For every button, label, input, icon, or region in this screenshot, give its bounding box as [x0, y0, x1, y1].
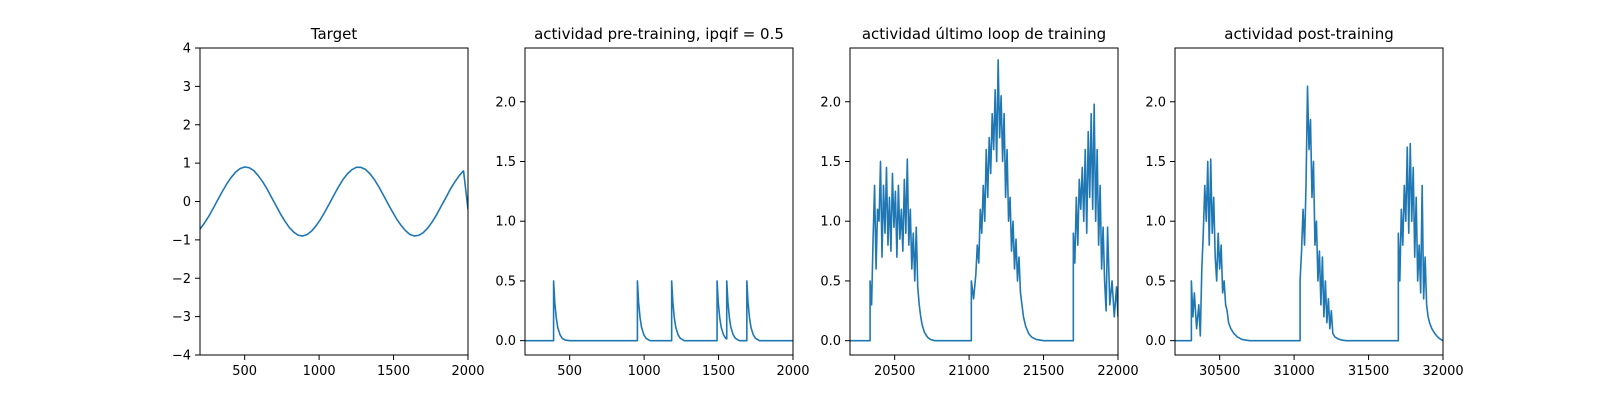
x-tick-label: 30500	[1199, 364, 1240, 379]
x-tick-label: 31000	[1273, 364, 1314, 379]
series-line	[1175, 85, 1443, 342]
subplot-1: Target 500 1000 1500 2000 −4 −3 −2 −1 0 1 2 3 4	[172, 25, 485, 379]
y-tick-label: −1	[172, 233, 191, 248]
subplot-2: actividad pre-training, ipqif = 0.5 500 10…	[495, 25, 809, 379]
subplot-title: actividad último loop de training	[862, 25, 1106, 43]
y-tick-label: 2.0	[820, 95, 841, 110]
axes-frame	[1174, 47, 1444, 356]
y-tick-label: 0.0	[820, 334, 841, 349]
x-tick-label: 500	[557, 364, 582, 379]
y-tick-label: 0.5	[1145, 274, 1166, 289]
x-tick-label: 2000	[776, 364, 809, 379]
series-line	[525, 280, 793, 342]
subplot-3: actividad último loop de training 20500 21…	[820, 25, 1138, 379]
x-tick-label: 1000	[628, 364, 661, 379]
x-tick-label: 31500	[1348, 364, 1389, 379]
axes-frame	[199, 47, 469, 356]
y-tick-label: 1.0	[820, 215, 841, 230]
y-tick-label: 0	[183, 195, 191, 210]
y-tick-label: −2	[172, 272, 191, 287]
y-tick-label: 1.5	[1145, 155, 1166, 170]
y-tick-label: 3	[183, 80, 191, 95]
subplot-title: actividad post-training	[1224, 25, 1393, 43]
x-tick-label: 22000	[1097, 364, 1138, 379]
y-tick-label: 0.0	[1145, 334, 1166, 349]
x-tick-label: 1000	[303, 364, 336, 379]
subplot-title: Target	[310, 25, 358, 43]
y-tick-label: 2	[183, 118, 191, 133]
axes-frame	[524, 47, 794, 356]
y-tick-label: −3	[172, 310, 191, 325]
x-tick-label: 21500	[1023, 364, 1064, 379]
x-tick-label: 20500	[874, 364, 915, 379]
y-tick-label: 0.0	[495, 334, 516, 349]
y-tick-label: 1	[183, 157, 191, 172]
y-tick-label: 1.0	[1145, 215, 1166, 230]
series-line	[200, 166, 468, 237]
x-tick-label: 500	[232, 364, 257, 379]
y-tick-label: 1.5	[820, 155, 841, 170]
x-tick-label: 1500	[377, 364, 410, 379]
x-tick-label: 2000	[451, 364, 484, 379]
series-line	[850, 59, 1118, 342]
x-tick-label: 32000	[1422, 364, 1463, 379]
subplot-title: actividad pre-training, ipqif = 0.5	[534, 25, 784, 43]
x-tick-label: 21000	[948, 364, 989, 379]
x-tick-label: 1500	[702, 364, 735, 379]
y-tick-label: −4	[172, 349, 191, 364]
y-tick-label: 2.0	[495, 95, 516, 110]
y-tick-label: 1.0	[495, 215, 516, 230]
y-tick-label: 2.0	[1145, 95, 1166, 110]
y-tick-label: 1.5	[495, 155, 516, 170]
y-tick-label: 0.5	[495, 274, 516, 289]
y-tick-label: 0.5	[820, 274, 841, 289]
axes-frame	[849, 47, 1119, 356]
subplot-4: actividad post-training 30500 31000 31500 32…	[1145, 25, 1463, 379]
y-tick-label: 4	[183, 42, 191, 57]
